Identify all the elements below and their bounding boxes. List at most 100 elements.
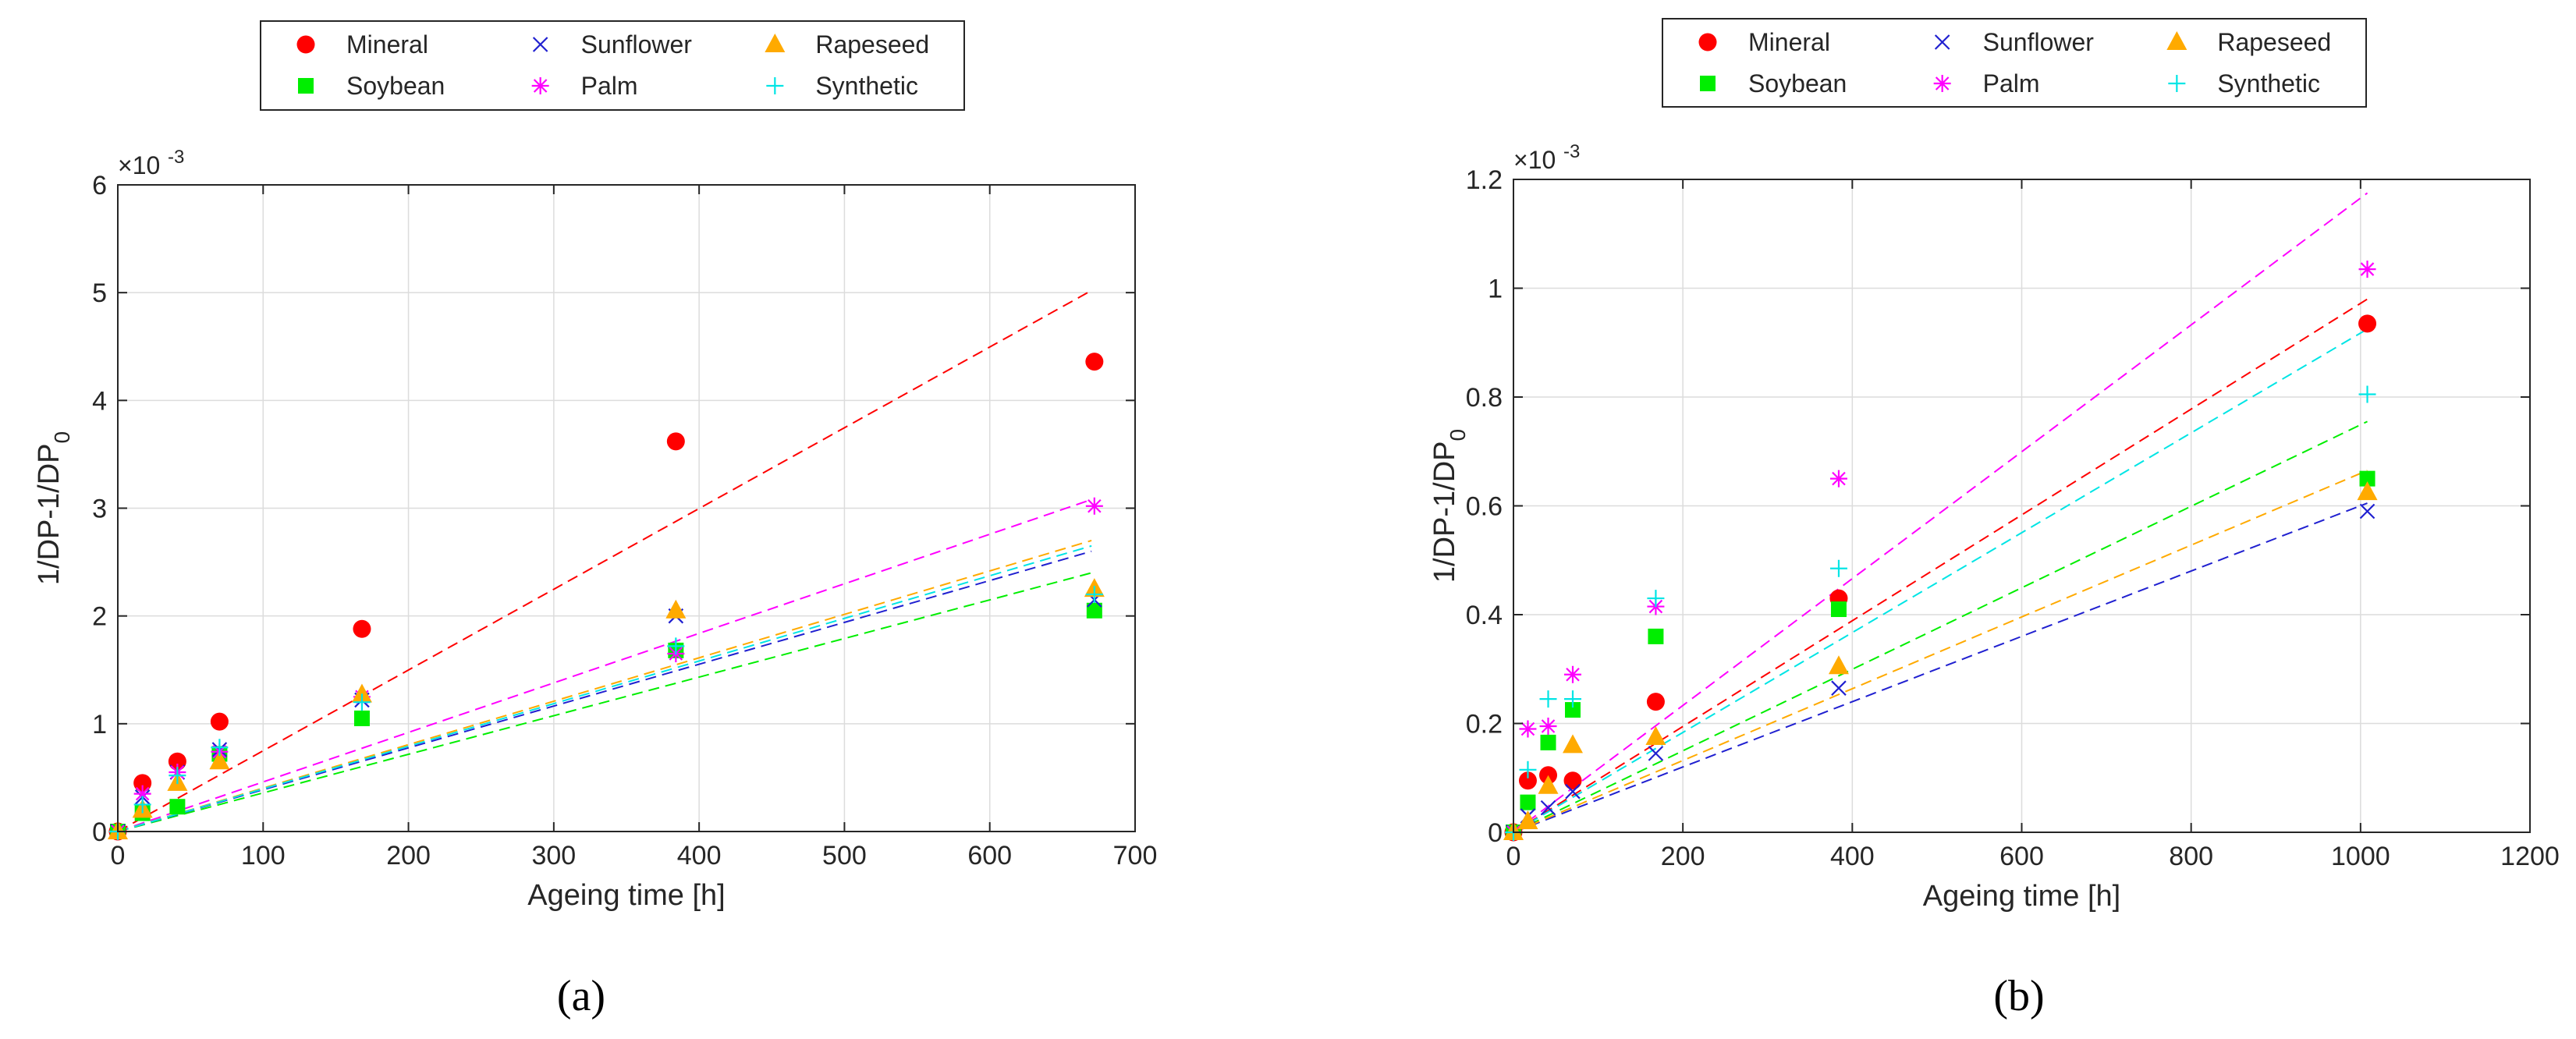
y-tick-label: 0 [92,817,107,847]
x-tick-label: 0 [1506,842,1521,871]
data-point-rapeseed [209,750,230,770]
panel-label: (a) [557,972,605,1020]
panel-label: (b) [1993,972,2044,1020]
data-point-sunflower [1648,746,1664,761]
series-synthetic [109,586,1103,840]
legend-marker-synthetic [2168,75,2186,92]
data-point-rapeseed [665,599,687,619]
data-point-palm [1829,470,1847,488]
x-tick-label: 0 [111,841,126,871]
y-axis-label-sub: 0 [50,431,74,444]
x-tick-label: 800 [2169,842,2213,871]
y-tick-label: 1 [1488,275,1503,304]
data-point-synthetic [1829,559,1847,577]
fit-line-soybean [1513,420,2368,833]
data-point-palm [2358,261,2376,278]
data-point-synthetic [169,767,186,785]
data-point-palm [1564,665,1582,683]
data-point-rapeseed [1828,655,1849,675]
x-tick-label: 200 [1661,842,1705,871]
data-point-mineral [2358,314,2377,333]
legend-label-rapeseed: Rapeseed [815,30,929,59]
y-axis-label: 1/DP-1/DP0 [1428,429,1470,583]
series-rapeseed [1503,481,2378,840]
legend-item-synthetic: Synthetic [766,72,918,100]
data-point-soybean [1086,602,1102,619]
fit-line-rapeseed [1513,470,2368,833]
y-exponent-power: -3 [1563,141,1580,162]
data-point-rapeseed [2357,481,2378,501]
data-point-palm [133,785,151,803]
y-exponent-label: ×10 -3 [118,147,184,179]
data-point-soybean [353,710,370,726]
data-point-sunflower [1831,680,1847,696]
data-point-soybean [1565,702,1581,718]
data-point-soybean [1830,601,1847,618]
legend-marker-soybean [1700,76,1716,91]
x-tick-label: 300 [531,841,576,871]
y-tick-label: 1 [92,710,107,739]
data-point-synthetic [133,796,151,814]
fit-line-synthetic [1513,328,2368,833]
data-point-mineral [168,752,186,771]
legend-item-soybean: Soybean [298,72,445,100]
y-exponent-label: ×10 -3 [1513,141,1580,174]
x-tick-label: 600 [967,841,1012,871]
data-point-rapeseed [1538,775,1559,794]
legend-item-palm: Palm [531,72,638,100]
data-point-synthetic [1085,586,1103,604]
legend-label-synthetic: Synthetic [815,72,918,100]
y-tick-label: 5 [92,278,107,308]
legend-label-sunflower: Sunflower [1983,28,2095,56]
legend-label-palm: Palm [581,72,638,100]
ticks: 0 200 400 600 800 1000 1200 0 0.2 0.4 0.6 0.8 1 1.2 [1466,165,2560,871]
y-tick-label: 6 [92,171,107,200]
fit-line-mineral [1513,298,2368,833]
data-point-palm [1519,720,1537,738]
data-point-synthetic [2358,385,2376,403]
legend-item-sunflower: Sunflower [532,30,692,59]
y-axis-label-main: 1/DP-1/DP [1428,441,1461,583]
ticks: 0 100 200 300 400 500 600 700 0 1 2 3 4 5 6 [92,171,1157,871]
x-tick-label: 1200 [2500,842,2560,871]
x-tick-label: 500 [822,841,867,871]
legend-marker-sunflower [1934,34,1950,50]
legend-marker-mineral [1698,33,1717,51]
y-tick-label: 0.8 [1466,383,1503,413]
x-tick-label: 1000 [2331,842,2390,871]
data-point-mineral [133,774,152,793]
legend-label-rapeseed: Rapeseed [2217,28,2331,56]
fit-line-synthetic [117,544,1092,832]
data-point-synthetic [353,693,371,711]
y-tick-label: 1.2 [1466,165,1503,195]
data-point-synthetic [1647,590,1665,608]
legend-marker-synthetic [766,77,784,94]
y-axis-label: 1/DP-1/DP0 [33,431,74,585]
fit-line-soybean [117,572,1092,832]
fit-lines [117,289,1092,832]
fit-line-mineral [117,289,1092,832]
x-tick-label: 600 [1999,842,2044,871]
legend-item-rapeseed: Rapeseed [765,30,929,59]
legend-item-mineral: Mineral [296,30,428,59]
data-point-mineral [666,432,685,451]
data-point-sunflower [2359,503,2376,520]
data-point-rapeseed [1645,725,1666,745]
y-axis-label-sub: 0 [1446,429,1470,441]
legend-marker-palm [1933,75,1951,92]
x-axis-label: Ageing time [h] [1923,880,2120,913]
legend-label-soybean: Soybean [346,72,445,100]
legend-label-synthetic: Synthetic [2217,69,2320,98]
legend-label-mineral: Mineral [1748,28,1830,56]
data-point-synthetic [1519,761,1537,778]
legend-item-synthetic: Synthetic [2168,69,2320,98]
chart-panel-b: 0 200 400 600 800 1000 1200 0 0.2 0.4 0.6 0.8 1 1.2 ×1… [1428,18,2560,1020]
data-point-mineral [1518,771,1537,790]
legend-item-soybean: Soybean [1700,69,1847,98]
data-point-mineral [353,619,371,638]
x-tick-label: 700 [1113,841,1158,871]
series-synthetic [1505,385,2376,841]
data-point-soybean [1520,794,1536,810]
y-tick-label: 3 [92,495,107,524]
legend-item-palm: Palm [1933,69,2040,98]
